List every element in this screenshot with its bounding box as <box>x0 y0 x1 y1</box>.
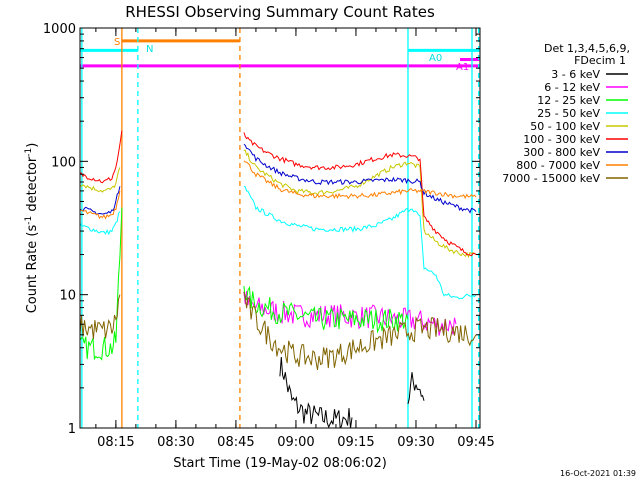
flag-label-s: S <box>114 37 120 48</box>
x-tick-label-6: 09:45 <box>457 435 494 450</box>
axes: 1 10 100 1000 08:15 08:30 08:45 09:00 09:15 09:30… <box>43 22 495 450</box>
series-line-7-seg-1 <box>243 143 477 214</box>
series-1 <box>279 356 425 428</box>
series-line-3-seg-1 <box>243 285 409 334</box>
series-4 <box>80 185 477 300</box>
legend-label-2: 6 - 12 keV <box>544 81 600 94</box>
y-axis-label-sup-2: -1 <box>24 148 34 157</box>
timestamp: 16-Oct-2021 01:39 <box>560 469 636 478</box>
y-axis-label: Count Rate (s-1 detector-1) <box>24 143 40 314</box>
legend-label-1: 3 - 6 keV <box>551 68 600 81</box>
series-8 <box>80 160 477 220</box>
series-line-9-seg-0 <box>80 294 121 340</box>
series-line-4-seg-0 <box>80 211 121 236</box>
series-line-9-seg-1 <box>243 291 477 370</box>
series-9 <box>80 291 477 370</box>
y-axis-label-part-3: ) <box>25 143 40 148</box>
y-tick-label-1: 10 <box>59 289 76 304</box>
series-line-5-seg-0 <box>80 167 121 193</box>
x-tick-label-0: 08:15 <box>97 435 134 450</box>
series-line-1-seg-1 <box>407 372 425 405</box>
x-tick-label-3: 09:00 <box>277 435 314 450</box>
legend-header-line-1: Det 1,3,4,5,6,9, <box>544 42 630 55</box>
x-tick-label-2: 08:45 <box>217 435 254 450</box>
series-5 <box>80 149 477 259</box>
legend-label-8: 800 - 7000 keV <box>516 159 600 172</box>
y-tick-label-0: 1 <box>68 422 76 437</box>
series-line-7-seg-0 <box>80 186 121 216</box>
x-tick-label-1: 08:30 <box>157 435 194 450</box>
legend-label-3: 12 - 25 keV <box>537 94 600 107</box>
x-axis-label: Start Time (19-May-02 08:06:02) <box>173 456 387 471</box>
series-line-3-seg-0 <box>80 207 123 361</box>
series-7 <box>80 143 477 216</box>
flag-label-n: N <box>146 44 153 55</box>
series-6 <box>80 130 477 257</box>
flag-label-a0: A0 <box>429 53 442 64</box>
y-axis-label-sup-1: -1 <box>24 216 34 225</box>
legend-label-9: 7000 - 15000 keV <box>502 172 600 185</box>
series-line-8-seg-1 <box>243 160 477 200</box>
x-tick-label-5: 09:30 <box>397 435 434 450</box>
flag-label-a1: A1 <box>456 62 469 73</box>
y-tick-label-2: 100 <box>51 155 76 170</box>
plot-frame <box>79 27 481 429</box>
legend-label-5: 50 - 100 keV <box>530 120 600 133</box>
chart-title: RHESSI Observing Summary Count Rates <box>125 3 435 21</box>
series-3 <box>80 207 409 361</box>
legend-header-line-2: FDecim 1 <box>574 54 626 67</box>
x-tick-label-4: 09:15 <box>337 435 374 450</box>
series-lines <box>80 130 477 428</box>
flag-bars <box>80 39 480 68</box>
series-line-5-seg-1 <box>243 149 477 259</box>
time-markers <box>81 28 480 428</box>
y-tick-label-3: 1000 <box>43 22 76 37</box>
legend-label-6: 100 - 300 keV <box>523 133 600 146</box>
y-axis-label-part-2: detector <box>25 156 40 216</box>
series-line-6-seg-0 <box>80 130 123 184</box>
series-line-8-seg-0 <box>80 190 121 220</box>
series-line-6-seg-1 <box>243 132 477 257</box>
series-line-1-seg-0 <box>279 356 353 428</box>
legend-label-4: 25 - 50 keV <box>537 107 600 120</box>
y-axis-label-part-1: Count Rate (s <box>25 225 40 314</box>
legend-label-7: 300 - 800 keV <box>523 146 600 159</box>
series-line-4-seg-1 <box>243 185 477 300</box>
